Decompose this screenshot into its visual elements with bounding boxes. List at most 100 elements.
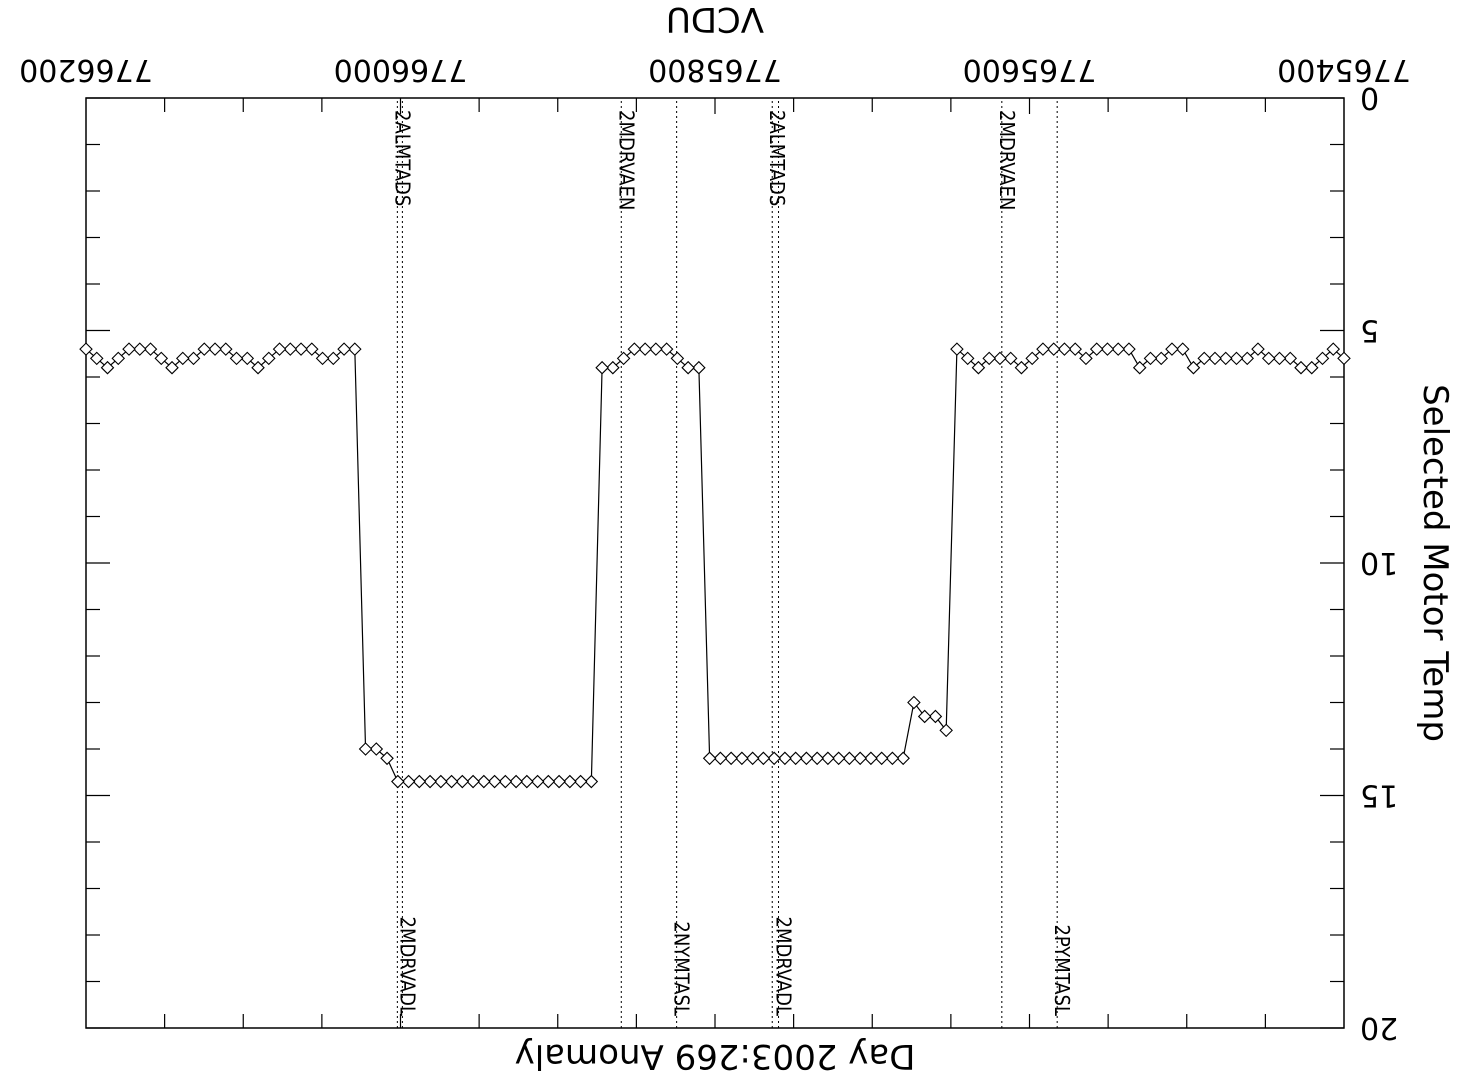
top-tick-label: 7765600 <box>963 52 1097 87</box>
data-point <box>713 751 728 766</box>
data-point <box>391 774 405 789</box>
data-point <box>79 342 93 356</box>
data-point <box>735 751 749 766</box>
data-point <box>1218 351 1233 366</box>
y-axis-title: Selected Motor Temp <box>1415 384 1455 742</box>
data-point <box>401 774 416 789</box>
data-point <box>444 774 459 789</box>
event-label: 2PYMTASL <box>1050 924 1074 1016</box>
data-point <box>412 774 427 789</box>
data-point <box>197 342 212 356</box>
data-point <box>89 351 104 366</box>
data-point <box>1014 360 1029 375</box>
data-point <box>1283 351 1298 366</box>
data-point <box>1208 351 1222 366</box>
data-point <box>842 751 857 766</box>
data-point <box>638 342 652 356</box>
y-tick-label: 15 <box>1360 778 1398 813</box>
event-label: 2MDRVADL <box>772 917 796 1016</box>
data-point <box>530 774 545 789</box>
data-point <box>369 742 384 756</box>
data-point <box>175 351 190 366</box>
data-point <box>509 774 523 789</box>
series-line <box>85 347 1345 783</box>
data-point <box>1272 351 1287 366</box>
top-tick-label: 7765800 <box>648 52 782 87</box>
data-point <box>1003 351 1018 366</box>
plot-frame <box>85 97 1345 1029</box>
data-point <box>917 709 932 724</box>
data-point <box>1294 360 1308 375</box>
y-tick-label: 10 <box>1360 545 1398 580</box>
data-point <box>1036 342 1050 356</box>
data-point <box>1261 351 1276 366</box>
data-point <box>681 360 695 375</box>
data-point <box>1240 351 1255 366</box>
data-point <box>186 351 201 366</box>
data-point <box>165 360 179 375</box>
top-tick-label: 7766000 <box>334 52 468 87</box>
data-point <box>520 774 534 789</box>
data-point <box>1089 342 1104 356</box>
x-axis-title: Day 2003:269 Anomaly <box>515 1036 916 1076</box>
data-point <box>487 774 502 789</box>
data-point <box>573 774 588 789</box>
data-point <box>724 751 738 766</box>
data-point <box>864 751 878 766</box>
data-point <box>692 360 706 375</box>
event-label: 2ALMTADS <box>765 110 789 206</box>
data-point <box>595 360 609 375</box>
data-point <box>627 342 642 356</box>
data-point <box>971 360 986 375</box>
data-point <box>874 751 889 766</box>
data-point <box>272 342 287 356</box>
tick-marks <box>86 97 1344 1029</box>
data-point <box>380 751 394 766</box>
data-point <box>1251 342 1265 356</box>
data-point <box>434 774 448 789</box>
event-lines: 2PYMTASL 2MDRVAEN 2MDRVADL 2ALMTADS 2NYMTASL… <box>390 98 1074 1028</box>
data-point <box>541 774 556 789</box>
data-point <box>1057 342 1072 356</box>
data-point <box>1326 342 1341 356</box>
top-tick-label: 7765400 <box>1277 52 1411 87</box>
data-point <box>1025 351 1039 366</box>
event-label: 2ALMTADS <box>390 110 414 206</box>
data-point <box>219 342 233 356</box>
data-point <box>606 360 620 375</box>
data-point <box>810 751 824 766</box>
data-point <box>358 742 373 756</box>
data-point <box>993 351 1007 366</box>
data-point <box>498 774 513 789</box>
data-point <box>767 751 781 766</box>
data-point <box>853 751 867 766</box>
data-point <box>1143 351 1158 366</box>
data-point <box>154 351 169 366</box>
event-label: 2NYMTASL <box>670 921 694 1016</box>
data-point <box>100 360 115 375</box>
series-markers <box>79 342 1351 789</box>
y-tick-label: 0 <box>1360 80 1379 115</box>
data-point <box>788 751 803 766</box>
data-point <box>659 342 674 356</box>
data-point <box>907 695 921 710</box>
data-point <box>670 351 685 366</box>
data-point <box>111 351 126 366</box>
data-point <box>702 751 717 766</box>
data-point <box>1165 342 1179 356</box>
data-point <box>466 774 480 789</box>
data-point <box>885 751 900 766</box>
data-point <box>1111 342 1125 356</box>
top-axis-title: VCDU <box>666 0 764 39</box>
y-tick-label: 5 <box>1360 313 1379 348</box>
data-point <box>337 342 351 356</box>
data-point <box>1304 360 1319 375</box>
data-point <box>745 751 760 766</box>
event-label: 2MDRVAEN <box>995 110 1019 210</box>
event-label: 2MDRVAEN <box>614 110 638 210</box>
data-point <box>315 351 330 366</box>
data-point <box>821 751 835 766</box>
data-point <box>616 351 631 366</box>
